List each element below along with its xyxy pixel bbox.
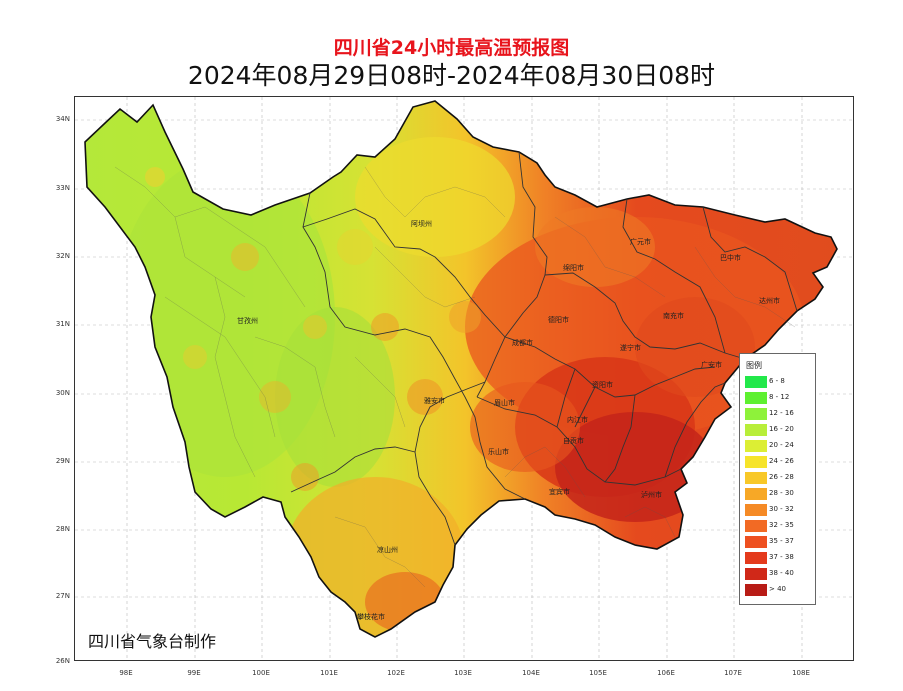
legend-swatch [745, 408, 767, 420]
y-tick-29n: 29N [55, 457, 70, 465]
credit-label: 四川省气象台制作 [88, 632, 217, 651]
legend-item: 16 - 20 [745, 424, 813, 436]
legend-label: 30 - 32 [769, 505, 794, 513]
legend: 图例 6 - 8 8 - 12 12 - 16 16 - 20 20 - 24 24 - … [739, 353, 816, 605]
city-label-zigong: 自贡市 [563, 437, 584, 445]
city-label-leshan: 乐山市 [488, 448, 509, 456]
city-label-yaan: 雅安市 [424, 397, 445, 405]
x-tick-104e: 104E [522, 669, 540, 677]
legend-label: 20 - 24 [769, 441, 794, 449]
y-tick-28n: 28N [55, 525, 70, 533]
legend-item: 37 - 38 [745, 552, 813, 564]
legend-swatch [745, 392, 767, 404]
legend-item: > 40 [745, 584, 813, 596]
x-tick-105e: 105E [589, 669, 607, 677]
x-tick-99e: 99E [187, 669, 201, 677]
legend-swatch [745, 584, 767, 596]
legend-item: 26 - 28 [745, 472, 813, 484]
city-label-liangshan: 凉山州 [377, 546, 398, 554]
legend-item: 38 - 40 [745, 568, 813, 580]
map-subtitle: 2024年08月29日08时-2024年08月30日08时 [187, 61, 716, 90]
city-label-luzhou: 泸州市 [641, 491, 662, 499]
legend-item: 30 - 32 [745, 504, 813, 516]
city-label-ganzi: 甘孜州 [237, 317, 258, 325]
y-tick-34n: 34N [55, 115, 70, 123]
city-label-dazhou: 达州市 [759, 297, 780, 305]
city-label-mianyang: 绵阳市 [563, 264, 584, 272]
city-label-bazhong: 巴中市 [720, 254, 741, 262]
legend-swatch [745, 488, 767, 500]
legend-label: 24 - 26 [769, 457, 794, 465]
legend-label: 16 - 20 [769, 425, 794, 433]
city-label-guangan: 广安市 [701, 361, 722, 369]
city-label-nanchong: 南充市 [663, 312, 684, 320]
legend-label: 12 - 16 [769, 409, 794, 417]
city-label-chengdu: 成都市 [512, 339, 533, 347]
city-label-guangyuan: 广元市 [630, 238, 651, 246]
city-label-meishan: 眉山市 [494, 399, 515, 407]
x-tick-107e: 107E [724, 669, 742, 677]
y-tick-27n: 27N [55, 592, 70, 600]
legend-swatch [745, 504, 767, 516]
legend-item: 35 - 37 [745, 536, 813, 548]
legend-swatch [745, 376, 767, 388]
legend-swatch [745, 456, 767, 468]
x-tick-100e: 100E [252, 669, 270, 677]
legend-label: 8 - 12 [769, 393, 790, 401]
legend-label: 28 - 30 [769, 489, 794, 497]
legend-swatch [745, 424, 767, 436]
x-tick-106e: 106E [657, 669, 675, 677]
city-label-ziyang: 资阳市 [592, 381, 613, 389]
legend-title: 图例 [746, 361, 762, 370]
legend-label: 37 - 38 [769, 553, 794, 561]
city-label-yibin: 宜宾市 [549, 488, 570, 496]
legend-swatch [745, 440, 767, 452]
legend-label: 26 - 28 [769, 473, 794, 481]
y-tick-32n: 32N [55, 252, 70, 260]
legend-swatch [745, 568, 767, 580]
legend-swatch [745, 536, 767, 548]
city-label-neijiang: 内江市 [567, 416, 588, 424]
map-title: 四川省24小时最高温预报图 [333, 37, 570, 59]
legend-label: 38 - 40 [769, 569, 794, 577]
y-tick-26n: 26N [55, 657, 70, 665]
legend-item: 8 - 12 [745, 392, 813, 404]
legend-label: > 40 [769, 585, 786, 593]
legend-label: 35 - 37 [769, 537, 794, 545]
x-tick-103e: 103E [454, 669, 472, 677]
legend-label: 32 - 35 [769, 521, 794, 529]
y-tick-33n: 33N [55, 184, 70, 192]
legend-item: 32 - 35 [745, 520, 813, 532]
x-tick-108e: 108E [792, 669, 810, 677]
legend-item: 24 - 26 [745, 456, 813, 468]
legend-item: 20 - 24 [745, 440, 813, 452]
y-tick-31n: 31N [55, 320, 70, 328]
city-label-suining: 遂宁市 [620, 344, 641, 352]
map-frame [74, 96, 854, 661]
legend-swatch [745, 552, 767, 564]
city-label-deyang: 德阳市 [548, 316, 569, 324]
y-tick-30n: 30N [55, 389, 70, 397]
legend-item: 12 - 16 [745, 408, 813, 420]
city-label-panzhihua: 攀枝花市 [357, 613, 385, 621]
temperature-map [75, 97, 853, 660]
legend-label: 6 - 8 [769, 377, 785, 385]
city-label-aba: 阿坝州 [411, 220, 432, 228]
legend-swatch [745, 472, 767, 484]
x-tick-98e: 98E [119, 669, 133, 677]
legend-item: 6 - 8 [745, 376, 813, 388]
legend-swatch [745, 520, 767, 532]
x-tick-102e: 102E [387, 669, 405, 677]
legend-item: 28 - 30 [745, 488, 813, 500]
x-tick-101e: 101E [320, 669, 338, 677]
